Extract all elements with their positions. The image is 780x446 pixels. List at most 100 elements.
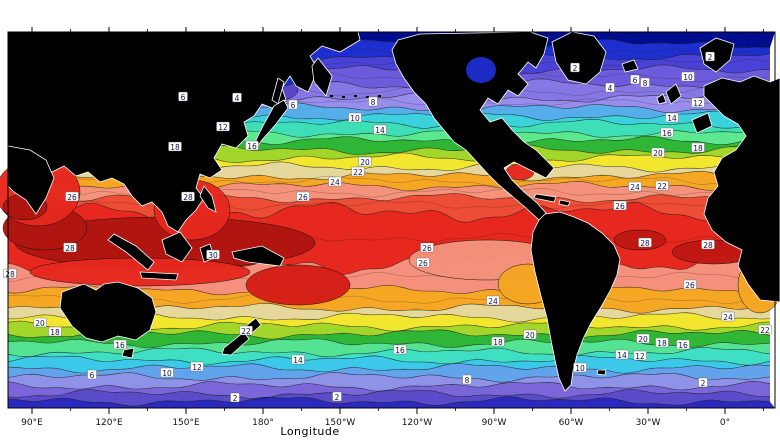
svg-text:18: 18: [50, 328, 60, 337]
svg-text:22: 22: [241, 327, 251, 336]
svg-text:2: 2: [233, 394, 238, 403]
svg-text:28: 28: [640, 239, 650, 248]
continent-borneo: [161, 231, 193, 263]
isotherm-label: 8: [368, 96, 378, 107]
svg-text:6: 6: [90, 371, 95, 380]
hudson-bay: [466, 57, 496, 83]
isotherm-label: 6: [288, 99, 298, 110]
continent-sakhalin: [271, 77, 285, 105]
isotherm-label: 20: [358, 156, 372, 167]
continent-ireland: [656, 93, 667, 105]
sst-band-6-8: [8, 372, 770, 392]
svg-text:26: 26: [298, 193, 308, 202]
svg-text:22: 22: [760, 326, 770, 335]
svg-text:4: 4: [608, 84, 613, 93]
sst-band-26-28: [8, 180, 770, 203]
isotherm-label: 8: [462, 374, 472, 385]
svg-text:20: 20: [653, 149, 663, 158]
isotherm-label: 20: [33, 317, 47, 328]
svg-text:16: 16: [247, 142, 257, 151]
svg-text:18: 18: [693, 144, 703, 153]
isotherm-label: 26: [613, 200, 627, 211]
svg-text:10: 10: [683, 73, 693, 82]
svg-text:8: 8: [465, 376, 470, 385]
svg-text:24: 24: [330, 178, 340, 187]
continent-falkland-islands: [596, 369, 607, 376]
isotherm-label: 28: [181, 191, 195, 202]
continent-iberia: [691, 112, 713, 134]
svg-text:26: 26: [685, 281, 695, 290]
isotherm-contour: [7, 396, 771, 407]
isotherm-label: 28: [63, 242, 77, 253]
continent-iceland: [621, 59, 639, 73]
isotherm-label: 16: [113, 339, 127, 350]
isotherm-label: 16: [393, 344, 407, 355]
svg-text:6: 6: [181, 93, 186, 102]
axis-tick-label: 120°E: [95, 418, 123, 428]
isotherm-label: 26: [65, 191, 79, 202]
isotherm-contour: [7, 355, 771, 366]
svg-text:26: 26: [418, 259, 428, 268]
svg-text:16: 16: [115, 341, 125, 350]
continent-india: [7, 145, 55, 215]
plot-border: [7, 31, 776, 409]
continent-hispaniola: [558, 199, 571, 207]
isotherm-contour: [7, 372, 771, 383]
isotherm-contour-minor: [7, 199, 771, 211]
continent-continent-asia: [7, 31, 361, 233]
axis-tick-label: 150°E: [172, 418, 200, 428]
isotherm-label: 18: [691, 142, 705, 153]
continent-sumatra: [107, 233, 155, 271]
isotherm-label: 2: [698, 377, 708, 388]
axis-tick-label: 0°: [720, 418, 730, 428]
isotherm-label: 22: [239, 325, 253, 336]
svg-text:28: 28: [183, 193, 193, 202]
axis-tick-label: 90°E: [21, 418, 43, 428]
isotherm-label: 16: [660, 127, 674, 138]
svg-text:10: 10: [575, 364, 585, 373]
isotherm-label: 8: [640, 77, 650, 88]
axis-tick-label: 90°W: [482, 418, 507, 428]
isotherm-label: 12: [216, 121, 230, 132]
aleutian-island: [330, 95, 333, 97]
sst-band-0-2: [8, 396, 775, 408]
isotherm-label: 10: [573, 362, 587, 373]
isotherm-label: 14: [373, 124, 387, 135]
isotherm-label: 26: [683, 279, 697, 290]
sst-band-16-18: [8, 136, 770, 155]
svg-text:8: 8: [371, 98, 376, 107]
isotherm-contour: [7, 338, 771, 349]
svg-text:26: 26: [422, 244, 432, 253]
isotherm-label: 6: [630, 74, 640, 85]
isotherm-label: 26: [296, 191, 310, 202]
svg-text:20: 20: [360, 158, 370, 167]
svg-text:8: 8: [643, 79, 648, 88]
isotherm-label: 18: [48, 326, 62, 337]
isotherm-label: 12: [691, 97, 705, 108]
svg-text:14: 14: [293, 356, 303, 365]
svg-text:28: 28: [703, 241, 713, 250]
continent-europe-africa: [703, 75, 780, 303]
svg-text:16: 16: [678, 341, 688, 350]
continent-greenland: [551, 31, 607, 85]
svg-text:14: 14: [667, 114, 677, 123]
axis-label: Longitude: [280, 425, 340, 438]
isotherm-label: 28: [638, 237, 652, 248]
axis-tick-label: 60°W: [559, 418, 584, 428]
isotherm-label: 6: [87, 369, 97, 380]
isotherm-label: 24: [628, 181, 642, 192]
svg-text:12: 12: [192, 363, 202, 372]
svg-text:28: 28: [5, 270, 15, 279]
continent-philippines: [199, 185, 217, 213]
isotherm-label: 22: [758, 324, 772, 335]
svg-text:10: 10: [162, 369, 172, 378]
isotherm-label: 2: [332, 391, 342, 402]
isotherm-label: 30: [206, 249, 220, 260]
svg-text:18: 18: [170, 143, 180, 152]
isotherm-label: 4: [232, 92, 242, 103]
svg-text:12: 12: [693, 99, 703, 108]
svg-text:14: 14: [375, 126, 385, 135]
isotherm-label: 18: [655, 337, 669, 348]
svg-text:2: 2: [573, 64, 578, 73]
